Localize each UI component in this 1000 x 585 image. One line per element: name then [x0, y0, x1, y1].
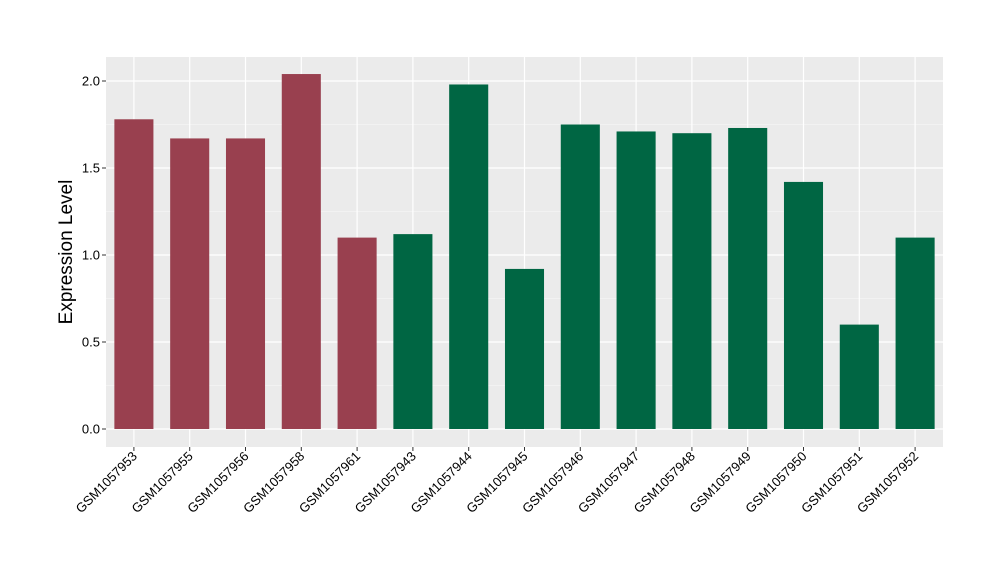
bar-GSM1057949 — [728, 127, 768, 429]
y-axis-title: Expression Level — [56, 180, 77, 325]
bar-GSM1057958 — [281, 74, 321, 429]
bar-GSM1057950 — [783, 181, 824, 429]
y-tick-label: 1.0 — [82, 248, 100, 263]
bar-GSM1057947 — [616, 131, 656, 429]
bar-GSM1057943 — [393, 234, 433, 429]
bar-GSM1057955 — [170, 138, 210, 430]
bars — [114, 74, 935, 430]
x-axis-ticks: GSM1057953GSM1057955GSM1057956GSM1057958… — [73, 447, 921, 516]
bar-GSM1057953 — [114, 119, 154, 429]
bar-GSM1057948 — [672, 133, 712, 429]
y-tick-label: 1.5 — [82, 161, 100, 176]
bar-GSM1057944 — [449, 84, 489, 429]
bar-GSM1057945 — [504, 268, 545, 429]
y-tick-label: 0.5 — [82, 335, 100, 350]
bar-GSM1057951 — [839, 324, 879, 429]
bar-GSM1057952 — [895, 237, 935, 429]
bar-GSM1057946 — [560, 124, 600, 429]
y-tick-label: 0.0 — [82, 422, 100, 437]
y-tick-label: 2.0 — [82, 74, 100, 89]
bar-GSM1057956 — [225, 138, 266, 430]
bar-GSM1057961 — [337, 237, 377, 429]
y-axis-ticks: 0.0 0.5 1.0 1.5 2.0 — [82, 74, 106, 437]
